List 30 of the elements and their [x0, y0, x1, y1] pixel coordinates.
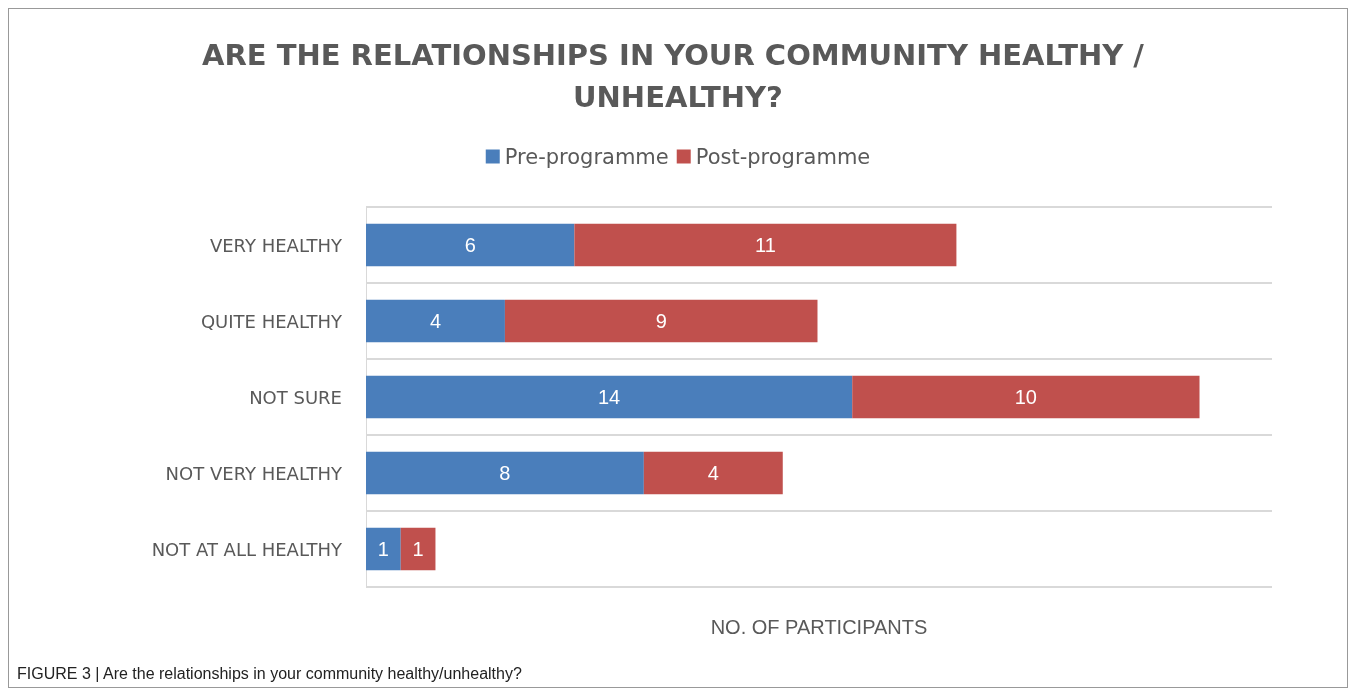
data-label: 14 [597, 386, 621, 408]
legend-label: Post-programme [695, 144, 871, 169]
bar [366, 299, 505, 343]
bar [852, 375, 1200, 419]
y-tick-label: QUITE HEALTHY [200, 310, 343, 332]
data-label: 6 [464, 234, 476, 256]
bar [366, 527, 401, 571]
bar [366, 223, 575, 267]
data-label: 9 [655, 310, 667, 332]
y-tick-label: VERY HEALTHY [209, 234, 343, 256]
bar [366, 451, 644, 495]
y-tick-label: NOT AT ALL HEALTHY [151, 538, 343, 560]
chart-title: ARE THE RELATIONSHIPS IN YOUR COMMUNITY HEALTHY / UNHEALTHY? [201, 38, 1155, 114]
bar [504, 299, 818, 343]
bar [366, 375, 853, 419]
x-axis-title: NO. OF PARTICIPANTS [710, 616, 928, 638]
y-tick-label: NOT SURE [249, 386, 342, 408]
data-label: 4 [707, 462, 719, 484]
bar [574, 223, 957, 267]
bar [643, 451, 783, 495]
data-label: 10 [1014, 386, 1037, 408]
data-label: 1 [377, 538, 389, 560]
data-label: 1 [412, 538, 424, 560]
caption: FIGURE 3 | Are the relationships in your community healthy/unhealthy? [17, 664, 522, 682]
data-label: 8 [499, 462, 511, 484]
data-label: 11 [755, 234, 776, 256]
data-label: 4 [429, 310, 442, 332]
legend-label: Pre-programme [504, 144, 669, 169]
y-tick-label: NOT VERY HEALTHY [165, 462, 343, 484]
bar [400, 527, 436, 571]
